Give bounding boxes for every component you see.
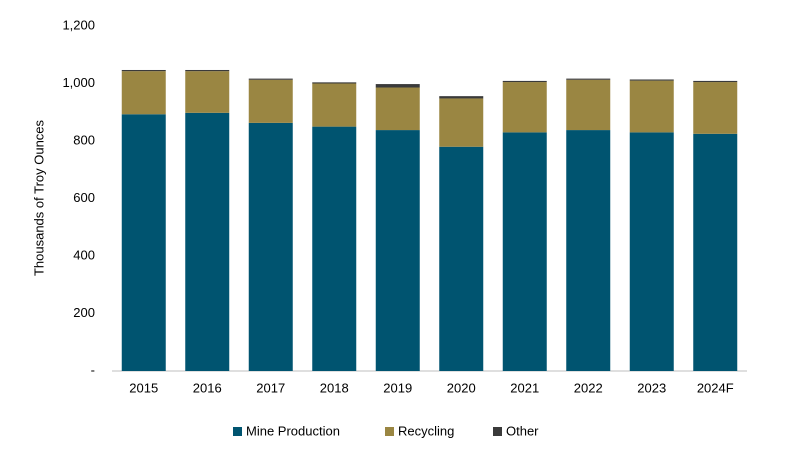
bar-segment <box>312 83 357 127</box>
bar-segment <box>629 132 674 371</box>
bar-segment <box>121 114 166 371</box>
x-tick-label: 2017 <box>256 380 285 395</box>
bar-segment <box>312 126 357 371</box>
y-tick-label: 1,000 <box>62 75 95 90</box>
bar-segment <box>439 146 484 371</box>
bar-segment <box>185 112 230 371</box>
legend-label: Recycling <box>398 423 454 438</box>
bar-segment <box>502 80 547 83</box>
bar-segment <box>439 98 484 147</box>
bar-segment <box>121 71 166 115</box>
x-tick-label: 2023 <box>637 380 666 395</box>
legend-label: Other <box>506 423 539 438</box>
bar-segment <box>502 82 547 133</box>
x-tick-label: 2016 <box>193 380 222 395</box>
bar-segment <box>566 130 611 371</box>
bar-segment <box>121 69 166 72</box>
bar-segment <box>566 78 611 80</box>
x-tick-label: 2018 <box>320 380 349 395</box>
y-tick-label: 200 <box>73 305 95 320</box>
bar-segment <box>185 71 230 113</box>
legend-label: Mine Production <box>246 423 340 438</box>
bar-segment <box>566 79 611 131</box>
bar-segment <box>248 79 293 123</box>
y-tick-label: 800 <box>73 132 95 147</box>
bar-segment <box>693 80 738 83</box>
y-tick-label: 400 <box>73 247 95 262</box>
bar-segment <box>248 122 293 371</box>
y-tick-label: 600 <box>73 190 95 205</box>
x-tick-label: 2021 <box>510 380 539 395</box>
legend-swatch <box>233 427 242 436</box>
y-tick-label: 1,200 <box>62 17 95 32</box>
x-tick-label: 2020 <box>447 380 476 395</box>
bar-segment <box>375 87 420 131</box>
x-tick-label: 2024F <box>697 380 734 395</box>
bar-segment <box>185 69 230 72</box>
bar-segment <box>375 130 420 371</box>
y-axis-label: Thousands of Troy Ounces <box>31 119 46 276</box>
x-tick-label: 2015 <box>129 380 158 395</box>
bar-segment <box>248 78 293 80</box>
x-tick-label: 2019 <box>383 380 412 395</box>
bar-segment <box>629 80 674 133</box>
bar-segment <box>375 84 420 88</box>
legend-swatch <box>385 427 394 436</box>
bar-segment <box>312 82 357 84</box>
bar-segment <box>439 96 484 99</box>
x-tick-label: 2022 <box>574 380 603 395</box>
legend-swatch <box>493 427 502 436</box>
bar-segment <box>629 79 674 81</box>
bar-segment <box>502 132 547 371</box>
bar-segment <box>693 82 738 134</box>
bar-segment <box>693 133 738 371</box>
y-tick-label: - <box>91 362 95 377</box>
